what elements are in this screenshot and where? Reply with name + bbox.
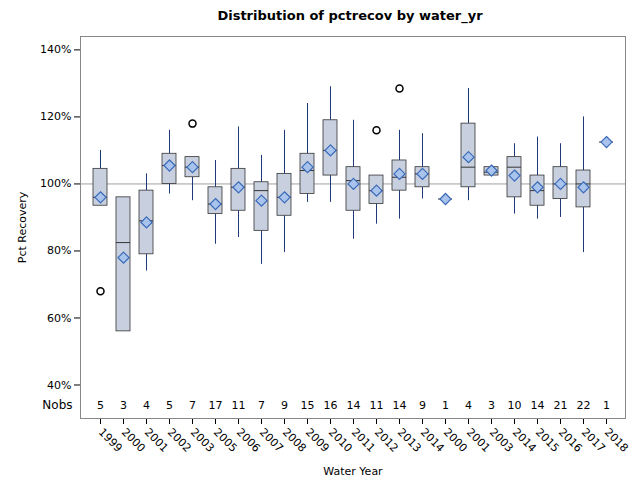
svg-text:2017: 2017 — [579, 426, 608, 455]
svg-text:3: 3 — [488, 399, 495, 412]
svg-text:Nobs: Nobs — [42, 398, 72, 412]
svg-text:9: 9 — [419, 399, 426, 412]
svg-text:2009: 2009 — [303, 426, 332, 455]
svg-text:80%: 80% — [47, 244, 71, 257]
html-text:Distribution of pctrecov by wa: Distribution of pctrecov by water_yr — [217, 8, 483, 23]
svg-text:2014: 2014 — [418, 426, 447, 455]
svg-text:2014: 2014 — [510, 426, 539, 455]
svg-text:3: 3 — [120, 399, 127, 412]
svg-text:2003: 2003 — [188, 426, 217, 455]
svg-text:15: 15 — [301, 399, 315, 412]
svg-text:2015: 2015 — [533, 426, 562, 455]
svg-text:100%: 100% — [40, 177, 71, 190]
svg-text:2018: 2018 — [602, 426, 631, 455]
svg-text:2002: 2002 — [165, 426, 194, 455]
svg-text:2010: 2010 — [326, 426, 355, 455]
svg-text:11: 11 — [232, 399, 246, 412]
svg-text:4: 4 — [465, 399, 472, 412]
svg-text:2008: 2008 — [280, 426, 309, 455]
svg-text:21: 21 — [554, 399, 568, 412]
svg-text:2000: 2000 — [441, 426, 470, 455]
svg-text:17: 17 — [209, 399, 223, 412]
svg-text:2000: 2000 — [119, 426, 148, 455]
svg-text:22: 22 — [577, 399, 591, 412]
svg-text:2001: 2001 — [464, 426, 493, 455]
svg-text:7: 7 — [189, 399, 196, 412]
svg-text:14: 14 — [393, 399, 407, 412]
svg-text:1: 1 — [603, 399, 610, 412]
svg-text:2003: 2003 — [487, 426, 516, 455]
svg-text:1: 1 — [442, 399, 449, 412]
svg-text:2001: 2001 — [142, 426, 171, 455]
svg-text:2016: 2016 — [556, 426, 585, 455]
svg-text:5: 5 — [166, 399, 173, 412]
svg-text:Pct Recovery: Pct Recovery — [16, 191, 29, 263]
svg-text:1999: 1999 — [96, 426, 125, 455]
svg-text:16: 16 — [324, 399, 338, 412]
svg-text:2007: 2007 — [257, 426, 286, 455]
svg-text:140%: 140% — [40, 43, 71, 56]
svg-text:2006: 2006 — [234, 426, 263, 455]
svg-text:2012: 2012 — [372, 426, 401, 455]
svg-text:11: 11 — [370, 399, 384, 412]
svg-text:5: 5 — [97, 399, 104, 412]
svg-text:Water Year: Water Year — [323, 465, 383, 478]
svg-text:2011: 2011 — [349, 426, 378, 455]
svg-text:40%: 40% — [47, 379, 71, 392]
svg-text:4: 4 — [143, 399, 150, 412]
svg-text:14: 14 — [531, 399, 545, 412]
svg-text:2005: 2005 — [211, 426, 240, 455]
svg-text:2013: 2013 — [395, 426, 424, 455]
svg-text:9: 9 — [281, 399, 288, 412]
svg-text:10: 10 — [508, 399, 522, 412]
svg-text:7: 7 — [258, 399, 265, 412]
svg-text:60%: 60% — [47, 311, 71, 324]
svg-text:14: 14 — [347, 399, 361, 412]
svg-text:120%: 120% — [40, 110, 71, 123]
